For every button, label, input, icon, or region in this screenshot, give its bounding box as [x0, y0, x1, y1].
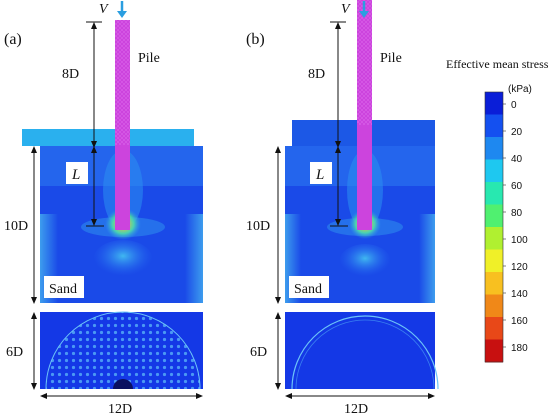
pile-label: Pile — [380, 51, 402, 66]
colorbar-band — [485, 317, 503, 340]
pile-length-label: 8D — [62, 67, 79, 82]
colorbar-tick-label: 80 — [511, 208, 523, 219]
colorbar: Effective mean stress (kPa) 0 20 40 60 80 100… — [446, 57, 549, 363]
load-arrow-icon — [359, 1, 369, 18]
plan-depth-label: 6D — [6, 345, 23, 360]
pile-length-dimension — [330, 21, 346, 148]
colorbar-ticks: 0 20 40 60 80 100 120 140 160 180 — [503, 100, 528, 354]
colorbar-tick-label: 40 — [511, 154, 523, 165]
colorbar-title: Effective mean stress — [446, 57, 549, 71]
colorbar-tick-label: 20 — [511, 127, 523, 138]
pile-length-label: 8D — [308, 67, 325, 82]
colorbar-band — [485, 227, 503, 250]
colorbar-band — [485, 92, 503, 115]
colorbar-band — [485, 272, 503, 295]
width-dimension — [40, 393, 203, 399]
colorbar-tick-label: 180 — [511, 343, 528, 354]
plan-view — [40, 311, 203, 390]
colorbar-band — [485, 159, 503, 183]
embed-dimension — [330, 146, 348, 227]
colorbar-band — [485, 294, 503, 318]
pile-label: Pile — [138, 51, 160, 66]
plan-depth-dimension — [31, 312, 37, 390]
panel-b: (b) V Pile 8 — [246, 0, 439, 417]
load-label: V — [341, 2, 351, 17]
embed-label: L — [315, 167, 324, 183]
panel-label: (a) — [4, 31, 22, 48]
depth-dimension — [31, 146, 37, 304]
depth-label: 10D — [246, 219, 270, 234]
colorbar-tick-label: 60 — [511, 181, 523, 192]
colorbar-gradient — [485, 92, 503, 363]
material-label: Sand — [294, 282, 322, 297]
colorbar-band — [485, 339, 503, 363]
colorbar-tick-label: 140 — [511, 289, 528, 300]
embed-label: L — [71, 167, 80, 183]
plan-depth-dimension — [275, 312, 281, 390]
embed-label-box — [66, 162, 88, 184]
material-label: Sand — [49, 282, 77, 297]
pile-length-dimension — [86, 21, 102, 148]
load-label: V — [99, 2, 109, 17]
colorbar-tick-label: 0 — [511, 100, 517, 111]
width-label: 12D — [344, 402, 368, 417]
colorbar-frame — [484, 91, 504, 363]
colorbar-unit: (kPa) — [508, 84, 532, 95]
plan-depth-label: 6D — [250, 345, 267, 360]
material-label-box — [289, 276, 329, 298]
colorbar-tick-label: 120 — [511, 262, 528, 273]
depth-dimension — [275, 146, 281, 304]
embed-dimension — [86, 146, 104, 227]
colorbar-band — [485, 114, 503, 138]
panel-label: (b) — [246, 31, 265, 48]
colorbar-band — [485, 137, 503, 160]
width-dimension — [285, 393, 435, 399]
plan-view — [285, 312, 439, 390]
colorbar-band — [485, 249, 503, 273]
colorbar-band — [485, 204, 503, 228]
surcharge-layer — [22, 129, 194, 146]
colorbar-tick-label: 160 — [511, 316, 528, 327]
depth-label: 10D — [4, 219, 28, 234]
colorbar-tick-label: 100 — [511, 235, 528, 246]
width-label: 12D — [108, 402, 132, 417]
load-arrow-icon — [117, 1, 127, 18]
material-label-box — [44, 276, 84, 298]
panel-a: (a) V Pile — [4, 1, 203, 417]
colorbar-band — [485, 182, 503, 205]
embed-label-box — [310, 162, 332, 184]
